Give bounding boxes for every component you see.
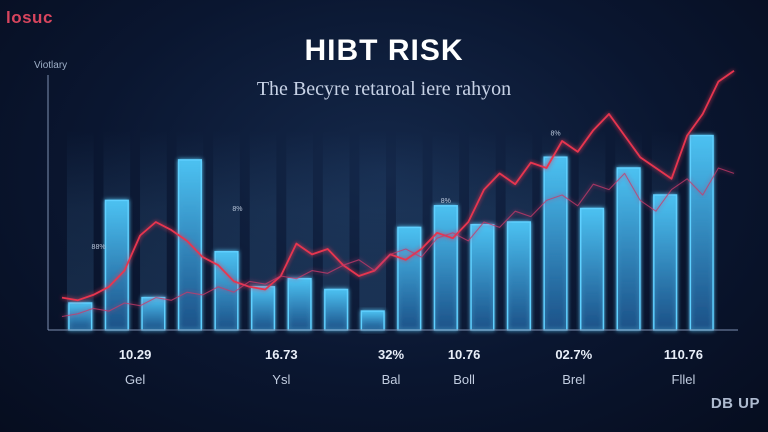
bar — [214, 250, 239, 331]
small-data-label: 8% — [232, 206, 242, 213]
series-line-secondary — [61, 167, 735, 318]
bar — [250, 286, 276, 331]
lines-group — [61, 70, 735, 318]
value-label: 110.76 — [663, 347, 703, 362]
small-labels-group: 88% 8% 8% 8% — [92, 131, 561, 251]
bar — [287, 277, 312, 331]
value-label: 32% — [377, 347, 405, 362]
small-data-label: 8% — [441, 198, 451, 205]
bar — [397, 226, 422, 331]
category-label: Fllel — [671, 372, 696, 387]
watermark-logo: DB UP — [710, 395, 760, 412]
category-label: Bal — [381, 372, 401, 387]
series-line-primary — [61, 70, 735, 302]
bar-halo — [359, 130, 387, 330]
chart-title: HIBT RISK — [304, 34, 464, 67]
value-label: 10.76 — [447, 347, 481, 362]
chart-subtitle: The Becyre retaroal iere rahyon — [256, 78, 512, 100]
bars-group — [68, 134, 714, 331]
bar — [433, 205, 458, 331]
value-label: 02.7% — [555, 347, 593, 362]
category-label: Gel — [124, 372, 146, 387]
brand-logo: losuc — [6, 8, 53, 27]
y-axis-label: Viotlary — [34, 60, 68, 71]
bar — [470, 223, 495, 331]
bar — [616, 167, 641, 331]
bar — [579, 207, 605, 331]
bar — [653, 194, 678, 331]
bar — [360, 310, 385, 331]
category-label: Ysl — [272, 372, 291, 387]
value-label: 10.29 — [118, 347, 152, 362]
bar — [324, 288, 349, 331]
bar — [543, 156, 568, 331]
bar-halo — [140, 130, 167, 330]
small-data-label: 88% — [92, 244, 106, 251]
bar — [506, 221, 532, 331]
category-label: Brel — [562, 372, 586, 387]
small-data-label: 8% — [550, 131, 560, 138]
bar — [689, 134, 714, 331]
category-label: Boll — [453, 372, 475, 387]
bar — [68, 302, 93, 331]
value-label: 16.73 — [265, 347, 298, 362]
